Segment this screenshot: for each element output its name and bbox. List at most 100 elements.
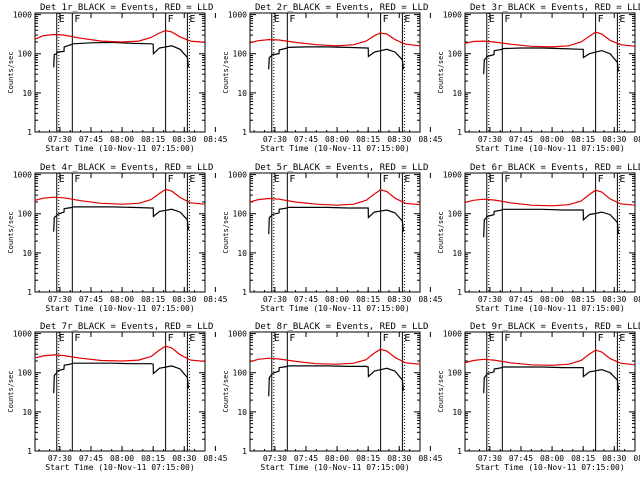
plot-frame (249, 331, 421, 452)
x-tick-label: 08:30 (172, 135, 196, 144)
y-tick-label: 10 (452, 89, 462, 98)
x-tick-label: 08:30 (602, 454, 626, 463)
y-tick-label: 100 (448, 50, 463, 59)
events-series-line (268, 365, 404, 397)
y-axis-label: Counts/sec (222, 211, 230, 253)
events-series-line (483, 208, 619, 238)
y-tick-label: 1 (457, 288, 462, 297)
plot-frame (34, 331, 206, 452)
panel-title: Det 4r_BLACK = Events, RED = LLD (40, 163, 213, 173)
y-tick-label: 1000 (228, 171, 247, 180)
x-axis-label: Start Time (10-Nov-11 07:15:00) (475, 463, 624, 472)
panel-title: Det 1r_BLACK = Events, RED = LLD (40, 3, 213, 13)
panel-title: Det 3r_BLACK = Events, RED = LLD (470, 3, 640, 13)
marker-label: F (168, 174, 174, 185)
x-tick-label: 07:30 (48, 454, 72, 463)
x-tick-label: 08:30 (602, 135, 626, 144)
x-tick-label: 08:15 (356, 454, 380, 463)
events-series-line (53, 362, 189, 394)
marker-label: F (289, 174, 295, 185)
panel-title: Det 8r_BLACK = Events, RED = LLD (255, 322, 428, 332)
detector-panel-5: Det 5r_BLACK = Events, RED = LLD 1 10 100 10… (222, 163, 443, 313)
x-tick-label: 08:45 (633, 295, 640, 304)
marker-label: E (189, 14, 195, 25)
x-axis-label: Start Time (10-Nov-11 07:15:00) (260, 463, 409, 472)
marker-label: E (619, 174, 625, 185)
x-tick-label: 08:00 (110, 295, 134, 304)
x-tick-label: 08:15 (571, 454, 595, 463)
y-axis-label: Counts/sec (437, 211, 445, 253)
marker-label: F (289, 333, 295, 344)
lld-series-line (249, 32, 421, 47)
marker-label: F (504, 174, 510, 185)
y-axis-label: Counts/sec (437, 370, 445, 412)
y-tick-label: 100 (233, 50, 248, 59)
x-tick-label: 07:30 (263, 135, 287, 144)
x-tick-label: 08:45 (418, 135, 442, 144)
x-tick-label: 08:00 (325, 135, 349, 144)
panel-title: Det 7r_BLACK = Events, RED = LLD (40, 322, 213, 332)
x-tick-label: 08:15 (356, 135, 380, 144)
y-axis-label: Counts/sec (437, 51, 445, 93)
marker-label: E (274, 174, 280, 185)
marker-label: F (598, 14, 604, 25)
y-tick-label: 100 (18, 369, 33, 378)
y-tick-label: 100 (448, 369, 463, 378)
x-tick-label: 08:45 (203, 295, 227, 304)
detector-panel-4: Det 4r_BLACK = Events, RED = LLD 1 10 100 10… (7, 163, 228, 313)
marker-label: F (289, 14, 295, 25)
panel-title: Det 2r_BLACK = Events, RED = LLD (255, 3, 428, 13)
y-tick-label: 1 (457, 447, 462, 456)
x-tick-label: 07:45 (509, 454, 533, 463)
y-tick-label: 100 (448, 210, 463, 219)
marker-label: E (59, 14, 65, 25)
marker-label: F (504, 333, 510, 344)
x-tick-label: 08:15 (141, 135, 165, 144)
x-axis-label: Start Time (10-Nov-11 07:15:00) (45, 463, 194, 472)
marker-label: E (404, 174, 410, 185)
plot-frame (34, 172, 206, 293)
y-axis-label: Counts/sec (222, 370, 230, 412)
y-tick-label: 1 (457, 128, 462, 137)
marker-label: E (404, 14, 410, 25)
events-series-line (483, 47, 619, 75)
x-tick-label: 08:00 (325, 454, 349, 463)
marker-label: F (74, 14, 80, 25)
x-tick-label: 08:30 (602, 295, 626, 304)
y-axis-label: Counts/sec (222, 51, 230, 93)
y-tick-label: 1 (27, 447, 32, 456)
x-tick-label: 08:45 (203, 135, 227, 144)
x-axis-label: Start Time (10-Nov-11 07:15:00) (260, 304, 409, 313)
x-tick-label: 07:45 (79, 295, 103, 304)
x-tick-label: 07:30 (478, 454, 502, 463)
plot-frame (464, 12, 636, 133)
events-series-line (268, 206, 404, 235)
y-tick-label: 1000 (13, 171, 32, 180)
y-tick-label: 10 (452, 249, 462, 258)
y-tick-label: 10 (22, 249, 32, 258)
x-tick-label: 08:00 (540, 295, 564, 304)
x-tick-label: 08:45 (203, 454, 227, 463)
panel-title: Det 5r_BLACK = Events, RED = LLD (255, 163, 428, 173)
lld-series-line (34, 188, 206, 205)
y-tick-label: 1 (242, 288, 247, 297)
y-tick-label: 1000 (443, 171, 462, 180)
plot-frame (34, 12, 206, 133)
marker-label: F (168, 14, 174, 25)
x-tick-label: 07:30 (48, 135, 72, 144)
y-axis-label: Counts/sec (7, 211, 15, 253)
y-tick-label: 100 (18, 50, 33, 59)
x-tick-label: 07:45 (509, 135, 533, 144)
marker-label: E (619, 333, 625, 344)
x-tick-label: 08:30 (387, 454, 411, 463)
marker-label: E (274, 333, 280, 344)
lld-series-line (464, 189, 636, 207)
x-tick-label: 07:30 (478, 295, 502, 304)
x-tick-label: 08:00 (110, 135, 134, 144)
marker-label: E (274, 14, 280, 25)
x-tick-label: 08:15 (141, 454, 165, 463)
y-axis-label: Counts/sec (7, 370, 15, 412)
x-axis-label: Start Time (10-Nov-11 07:15:00) (475, 144, 624, 153)
y-tick-label: 10 (237, 89, 247, 98)
